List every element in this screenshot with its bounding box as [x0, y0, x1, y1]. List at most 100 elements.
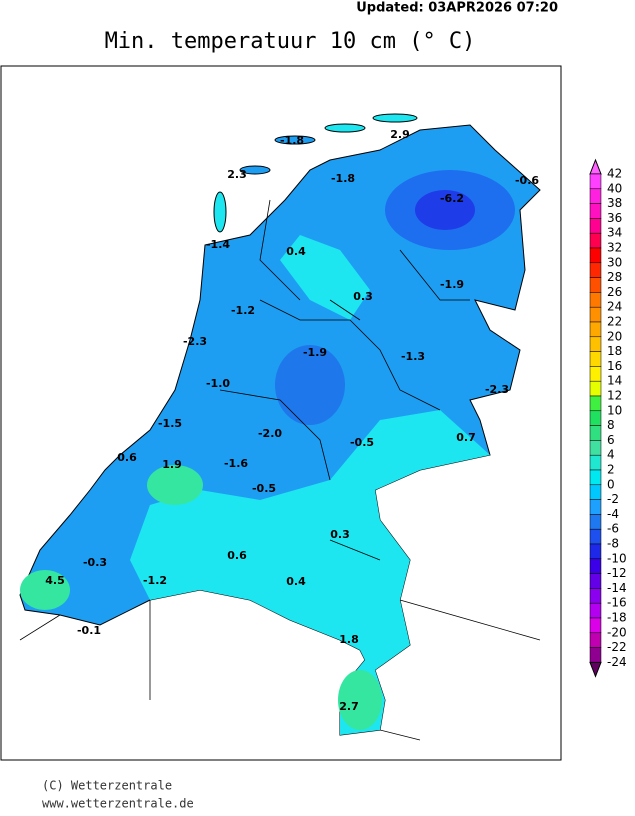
- warm-zone: [20, 570, 70, 610]
- station-value: -2.3: [183, 335, 207, 348]
- title: Min. temperatuur 10 cm (° C): [105, 29, 476, 54]
- station-value: -0.5: [350, 436, 374, 449]
- colorbar-label: -22: [607, 640, 627, 654]
- station-value: 0.7: [456, 431, 476, 444]
- colorbar-band: [589, 514, 602, 530]
- station-value: -0.6: [515, 174, 539, 187]
- colorbar-label: 26: [607, 285, 622, 299]
- colorbar-band: [589, 306, 602, 323]
- colorbar-arrow: [589, 661, 602, 678]
- country-border: [19, 599, 541, 741]
- station-value: -6.2: [440, 192, 464, 205]
- map: [0, 65, 562, 761]
- colorbar-band: [589, 425, 602, 441]
- colorbar-band: [589, 247, 602, 264]
- colorbar-band: [589, 528, 602, 545]
- colorbar-label: 40: [607, 181, 622, 195]
- colorbar-arrow: [589, 158, 602, 175]
- station-value: 4.5: [45, 574, 65, 587]
- colorbar-band: [589, 188, 602, 204]
- colorbar-label: -18: [607, 611, 627, 625]
- updated: Updated: 03APR2026 07:20: [356, 1, 558, 16]
- colorbar-band: [589, 573, 602, 589]
- station-value: 0.6: [117, 451, 137, 464]
- colorbar-label: 6: [607, 433, 615, 447]
- colorbar-band: [589, 632, 602, 648]
- station-value: 0.4: [286, 245, 306, 258]
- colorbar-label: -24: [607, 655, 627, 669]
- station-value: -1.8: [331, 172, 355, 185]
- colorbar-label: 38: [607, 196, 622, 210]
- colorbar-label: 0: [607, 477, 615, 491]
- station-value: 1.9: [162, 458, 182, 471]
- station-value: -1.5: [158, 417, 182, 430]
- colorbar-label: 34: [607, 226, 622, 240]
- colorbar-label: 8: [607, 418, 615, 432]
- copyright: (C) Wetterzentrale: [42, 779, 172, 793]
- colorbar-band: [589, 218, 602, 234]
- colorbar-band: [589, 277, 602, 293]
- colorbar-band: [589, 499, 602, 515]
- station-value: -0.1: [77, 624, 101, 637]
- colorbar-band: [589, 351, 602, 367]
- colorbar-label: 28: [607, 270, 622, 284]
- colorbar-label: -14: [607, 581, 627, 595]
- colorbar-band: [589, 292, 602, 308]
- station-value: -0.5: [252, 482, 276, 495]
- colorbar-label: 36: [607, 211, 622, 225]
- colorbar-band: [589, 440, 602, 456]
- colorbar-band: [589, 558, 602, 574]
- colorbar-label: 4: [607, 448, 615, 462]
- island: [372, 113, 418, 123]
- colorbar-label: 24: [607, 300, 622, 314]
- station-value: 1.8: [339, 633, 359, 646]
- colorbar-band: [589, 454, 602, 471]
- colorbar-label: 12: [607, 389, 622, 403]
- colorbar-band: [589, 173, 602, 190]
- cold-zone: [415, 190, 475, 230]
- colorbar-label: 18: [607, 344, 622, 358]
- colorbar-label: 42: [607, 167, 622, 181]
- station-value: 2.9: [390, 128, 410, 141]
- island: [274, 135, 316, 145]
- colorbar-label: 2: [607, 463, 615, 477]
- colorbar-label: -10: [607, 551, 627, 565]
- colorbar-label: 32: [607, 241, 622, 255]
- colorbar-label: -16: [607, 596, 627, 610]
- colorbar-label: -4: [607, 507, 619, 521]
- colorbar-band: [589, 336, 602, 352]
- colorbar-label: -20: [607, 625, 627, 639]
- colorbar-label: 16: [607, 359, 622, 373]
- colorbar-band: [589, 588, 602, 604]
- colorbar-label: -2: [607, 492, 619, 506]
- colorbar-band: [589, 543, 602, 560]
- colorbar-label: 14: [607, 374, 622, 388]
- colorbar-band: [589, 203, 602, 219]
- station-value: -1.8: [280, 134, 304, 147]
- colorbar-label: 10: [607, 403, 622, 417]
- colorbar-band: [589, 647, 602, 663]
- colorbar-band: [589, 602, 602, 619]
- station-value: 0.3: [353, 290, 373, 303]
- station-value: 0.3: [330, 528, 350, 541]
- colorbar-band: [589, 410, 602, 426]
- station-value: -1.2: [143, 574, 167, 587]
- station-value: 2.7: [339, 700, 359, 713]
- station-value: -2.3: [485, 383, 509, 396]
- colorbar-band: [589, 484, 602, 500]
- station-value: -1.0: [206, 377, 230, 390]
- colorbar-band: [589, 617, 602, 634]
- station-value: -0.3: [83, 556, 107, 569]
- colorbar-band: [589, 380, 602, 397]
- station-value: 0.4: [286, 575, 306, 588]
- colorbar-band: [589, 262, 602, 278]
- warm-zone: [338, 670, 382, 730]
- station-value: -1.3: [401, 350, 425, 363]
- colorbar-band: [589, 395, 602, 412]
- colorbar-label: 30: [607, 255, 622, 269]
- province-border: [219, 199, 470, 561]
- colorbar-label: -8: [607, 537, 619, 551]
- cold-zone: [275, 345, 345, 425]
- colorbar-band: [589, 366, 602, 382]
